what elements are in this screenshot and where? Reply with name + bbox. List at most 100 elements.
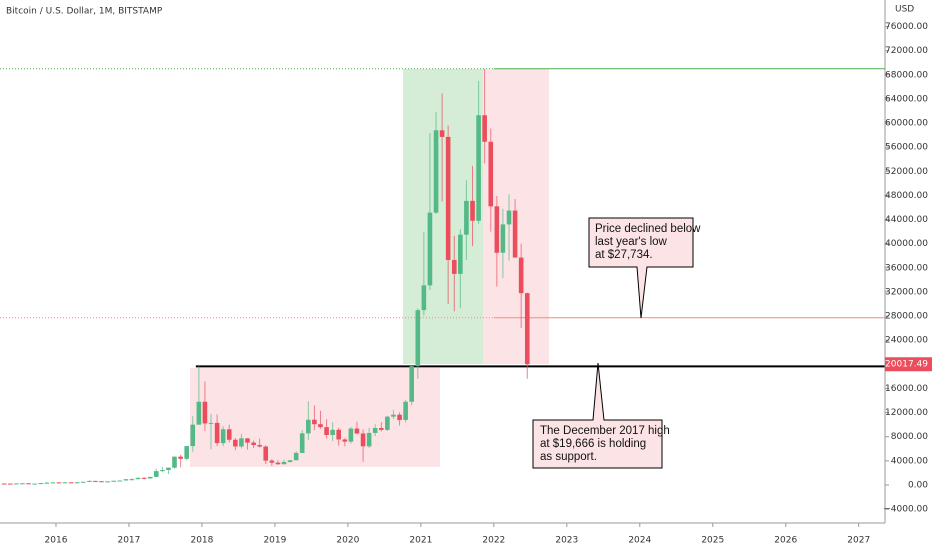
candle-body xyxy=(220,429,226,444)
candle-body xyxy=(172,456,177,468)
candle-body xyxy=(324,427,329,435)
candle-body xyxy=(470,200,475,221)
candle-body xyxy=(202,401,208,424)
y-tick-label: 4000.00 xyxy=(891,456,928,466)
y-tick-label: 72000.00 xyxy=(885,46,928,56)
candle-body xyxy=(464,200,469,235)
y-tick-label: 52000.00 xyxy=(885,167,928,177)
candle-body xyxy=(233,439,238,447)
candle-body xyxy=(348,428,354,442)
x-tick-label: 2024 xyxy=(628,536,651,546)
x-tick-label: 2019 xyxy=(263,536,286,546)
x-tick-label: 2025 xyxy=(701,536,724,546)
y-tick-label: 16000.00 xyxy=(885,384,928,394)
candle-body xyxy=(275,462,281,465)
candle-body xyxy=(117,480,123,482)
candle-body xyxy=(482,115,487,142)
candle-body xyxy=(166,467,171,471)
candle-body xyxy=(184,446,189,459)
annotation: last year's low xyxy=(595,236,668,248)
candle-body xyxy=(111,480,117,482)
x-tick-label: 2023 xyxy=(555,536,578,546)
candle-body xyxy=(458,234,463,274)
candle-body xyxy=(312,419,317,425)
y-tick-label: 32000.00 xyxy=(885,287,928,297)
y-tick-label: 36000.00 xyxy=(885,263,928,273)
candle-body xyxy=(476,115,481,221)
candle-body xyxy=(299,433,305,453)
candle-body xyxy=(379,427,384,430)
candle-body xyxy=(281,461,287,465)
annotation: The December 2017 high xyxy=(540,425,670,437)
candle-body xyxy=(306,419,311,434)
candle-body xyxy=(99,481,104,483)
candle-body xyxy=(190,424,196,447)
candle-body xyxy=(56,482,62,484)
x-tick-label: 2021 xyxy=(409,536,432,546)
annotation: Price declined below xyxy=(595,223,701,235)
y-tick-label: 48000.00 xyxy=(885,191,928,201)
candle-body xyxy=(293,452,299,461)
candle-body xyxy=(245,438,250,443)
candle-body xyxy=(129,479,135,481)
candle-body xyxy=(524,293,530,365)
candle-body xyxy=(160,470,165,472)
y-tick-label: 8000.00 xyxy=(891,432,928,442)
candle-body xyxy=(62,482,68,484)
axis-unit: USD xyxy=(895,5,914,15)
candle-body xyxy=(318,424,323,428)
callout xyxy=(588,217,694,319)
candle-body xyxy=(354,428,360,434)
y-tick-label: 68000.00 xyxy=(885,70,928,80)
y-tick-label: 56000.00 xyxy=(885,143,928,153)
candle-body xyxy=(500,224,506,253)
price-tag-label: 20017.49 xyxy=(885,360,928,370)
candle-body xyxy=(14,483,19,485)
candle-body xyxy=(7,483,13,485)
candle-body xyxy=(105,481,110,483)
candle-body xyxy=(287,460,293,462)
candle-body xyxy=(506,210,512,225)
candle-body xyxy=(196,401,202,425)
x-tick-label: 2016 xyxy=(45,536,68,546)
candle-body xyxy=(20,483,25,485)
candle-body xyxy=(263,446,269,461)
candle-body xyxy=(397,414,402,420)
candle-body xyxy=(214,422,220,444)
candle-body xyxy=(257,445,262,447)
candle-body xyxy=(391,414,396,417)
plot xyxy=(0,68,885,485)
price-axis-bg xyxy=(885,0,932,550)
candle-body xyxy=(239,438,244,447)
candle-body xyxy=(147,476,153,479)
x-tick-label: 2026 xyxy=(774,536,797,546)
candle-body xyxy=(421,285,427,311)
candle-body xyxy=(427,212,433,286)
y-tick-label: −4000.00 xyxy=(883,505,928,515)
candle-body xyxy=(178,456,183,459)
candle-body xyxy=(385,416,390,430)
candle-body xyxy=(153,471,159,477)
candle-body xyxy=(32,483,37,485)
y-tick-label: 44000.00 xyxy=(885,215,928,225)
candle-body xyxy=(415,310,421,367)
annotation: as support. xyxy=(540,451,597,463)
candle-body xyxy=(360,433,366,447)
candle-body xyxy=(330,429,335,435)
candle-body xyxy=(26,483,31,485)
candle-body xyxy=(135,477,141,480)
callout xyxy=(532,362,663,469)
candle-body xyxy=(251,442,256,446)
candle-body xyxy=(208,422,214,424)
candle-body xyxy=(488,141,494,207)
y-tick-label: 64000.00 xyxy=(885,94,928,104)
candle-body xyxy=(38,483,44,485)
annotation: at $27,734. xyxy=(595,249,653,261)
candle-body xyxy=(93,480,98,482)
x-tick-label: 2022 xyxy=(482,536,505,546)
candle-body xyxy=(68,482,74,484)
y-tick-label: 40000.00 xyxy=(885,239,928,249)
candle-body xyxy=(80,481,86,483)
candle-body xyxy=(141,477,147,479)
